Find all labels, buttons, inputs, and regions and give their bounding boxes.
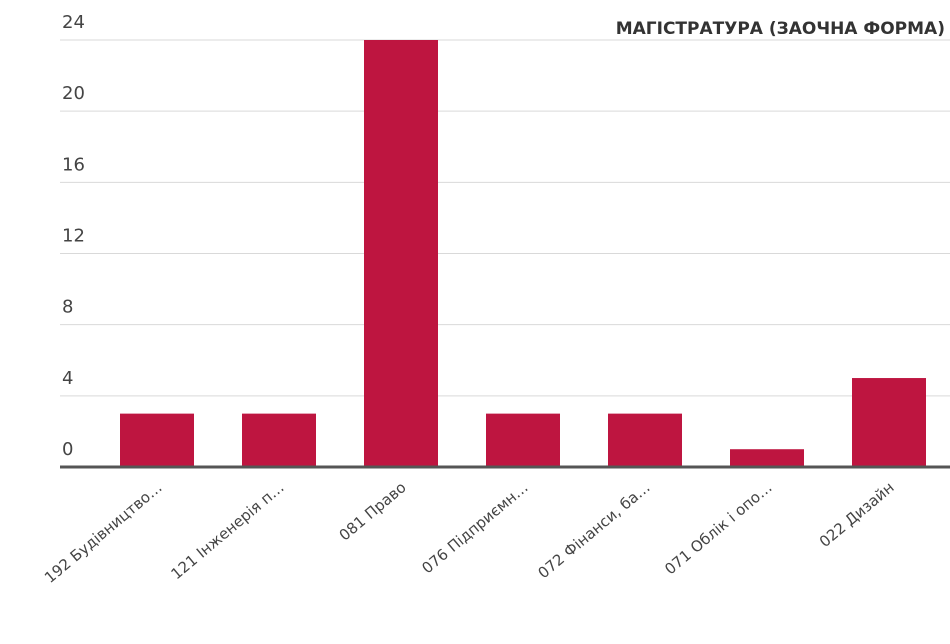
y-tick-label: 4 (62, 368, 73, 389)
x-tick-label: 192 Будівництво… (41, 478, 166, 587)
chart-title: МАГІСТРАТУРА (ЗАОЧНА ФОРМА) (616, 19, 945, 39)
y-tick-label: 24 (62, 12, 85, 33)
y-tick-label: 12 (62, 226, 85, 247)
x-tick-label: 072 Фінанси, ба… (535, 478, 654, 582)
x-tick-label: 076 Підприємн… (418, 478, 531, 577)
y-tick-label: 16 (62, 154, 85, 175)
y-tick-label: 0 (62, 439, 73, 460)
x-tick-label: 121 Інженерія п… (167, 478, 287, 583)
y-tick-label: 20 (62, 83, 85, 104)
bar (486, 413, 560, 467)
bar (242, 413, 316, 467)
x-tick-label: 022 Дизайн (816, 478, 898, 551)
bar (608, 413, 682, 467)
x-tick-label: 071 Облік і опо… (661, 478, 775, 578)
bar (364, 40, 438, 467)
bar (730, 449, 804, 467)
bar (852, 378, 926, 467)
x-tick-label: 081 Право (336, 478, 410, 544)
y-tick-label: 8 (62, 297, 73, 318)
bar (120, 413, 194, 467)
